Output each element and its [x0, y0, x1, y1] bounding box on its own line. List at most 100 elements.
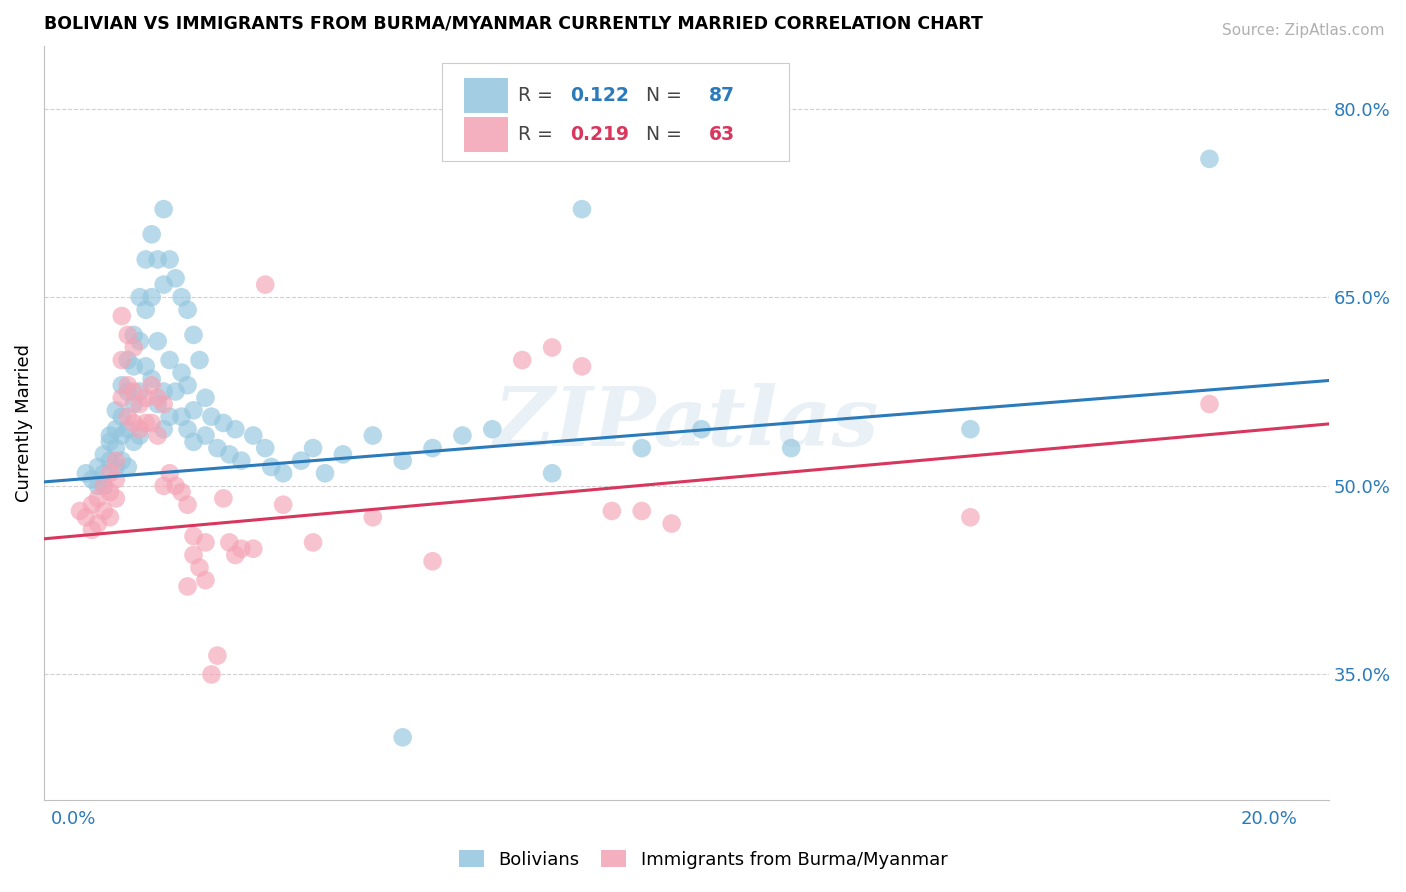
Point	[159, 409, 181, 424]
Point	[231, 541, 253, 556]
Point	[93, 447, 115, 461]
Point	[117, 353, 139, 368]
Point	[128, 334, 150, 349]
Point	[176, 302, 198, 317]
Point	[146, 334, 169, 349]
Point	[93, 479, 115, 493]
Point	[188, 560, 211, 574]
Point	[111, 453, 134, 467]
Point	[128, 428, 150, 442]
Legend: Bolivians, Immigrants from Burma/Myanmar: Bolivians, Immigrants from Burma/Myanmar	[451, 843, 955, 876]
Point	[391, 453, 413, 467]
Point	[231, 453, 253, 467]
Point	[183, 434, 205, 449]
Text: N =: N =	[634, 125, 688, 145]
Point	[117, 327, 139, 342]
Point	[93, 467, 115, 481]
Point	[141, 227, 163, 242]
Point	[117, 384, 139, 399]
Point	[87, 459, 110, 474]
Point	[302, 535, 325, 549]
Point	[141, 378, 163, 392]
Point	[959, 510, 981, 524]
Text: 0.122: 0.122	[569, 87, 628, 105]
Point	[93, 504, 115, 518]
Point	[87, 491, 110, 506]
Point	[176, 378, 198, 392]
Point	[146, 252, 169, 267]
Point	[224, 422, 246, 436]
Point	[571, 359, 593, 374]
Point	[141, 372, 163, 386]
Point	[332, 447, 354, 461]
Point	[361, 428, 384, 442]
Point	[98, 485, 121, 500]
Point	[271, 498, 294, 512]
Point	[111, 378, 134, 392]
Point	[122, 327, 145, 342]
Point	[152, 202, 174, 216]
Point	[87, 516, 110, 531]
Point	[104, 473, 127, 487]
Point	[117, 459, 139, 474]
Point	[176, 498, 198, 512]
Point	[194, 428, 217, 442]
Point	[122, 359, 145, 374]
Point	[780, 441, 803, 455]
Point	[218, 447, 240, 461]
Point	[224, 548, 246, 562]
Point	[183, 529, 205, 543]
Point	[1198, 152, 1220, 166]
Point	[183, 548, 205, 562]
Point	[159, 353, 181, 368]
Point	[122, 397, 145, 411]
Point	[146, 397, 169, 411]
Point	[541, 341, 564, 355]
Point	[176, 422, 198, 436]
Point	[170, 485, 193, 500]
Point	[600, 504, 623, 518]
Text: ZIPatlas: ZIPatlas	[494, 383, 879, 463]
Text: R =: R =	[519, 87, 560, 105]
Point	[128, 384, 150, 399]
Point	[200, 409, 222, 424]
Point	[290, 453, 312, 467]
Point	[146, 391, 169, 405]
Point	[170, 409, 193, 424]
Point	[146, 428, 169, 442]
Point	[159, 252, 181, 267]
Point	[135, 391, 157, 405]
Point	[260, 459, 283, 474]
Point	[165, 384, 187, 399]
Point	[302, 441, 325, 455]
Point	[152, 422, 174, 436]
Point	[361, 510, 384, 524]
Point	[271, 467, 294, 481]
Point	[959, 422, 981, 436]
Point	[207, 441, 229, 455]
Point	[170, 366, 193, 380]
Point	[80, 473, 103, 487]
Point	[98, 428, 121, 442]
Text: R =: R =	[519, 125, 560, 145]
Point	[690, 422, 713, 436]
Point	[391, 731, 413, 745]
Point	[122, 384, 145, 399]
Point	[152, 277, 174, 292]
Point	[111, 409, 134, 424]
Point	[212, 416, 235, 430]
Point	[104, 453, 127, 467]
Point	[152, 384, 174, 399]
Y-axis label: Currently Married: Currently Married	[15, 344, 32, 502]
Point	[80, 523, 103, 537]
Point	[451, 428, 474, 442]
Point	[152, 397, 174, 411]
Point	[141, 416, 163, 430]
Text: N =: N =	[634, 87, 688, 105]
Point	[104, 441, 127, 455]
Point	[128, 397, 150, 411]
Text: Source: ZipAtlas.com: Source: ZipAtlas.com	[1222, 23, 1385, 38]
Point	[104, 422, 127, 436]
Point	[141, 290, 163, 304]
Point	[98, 434, 121, 449]
